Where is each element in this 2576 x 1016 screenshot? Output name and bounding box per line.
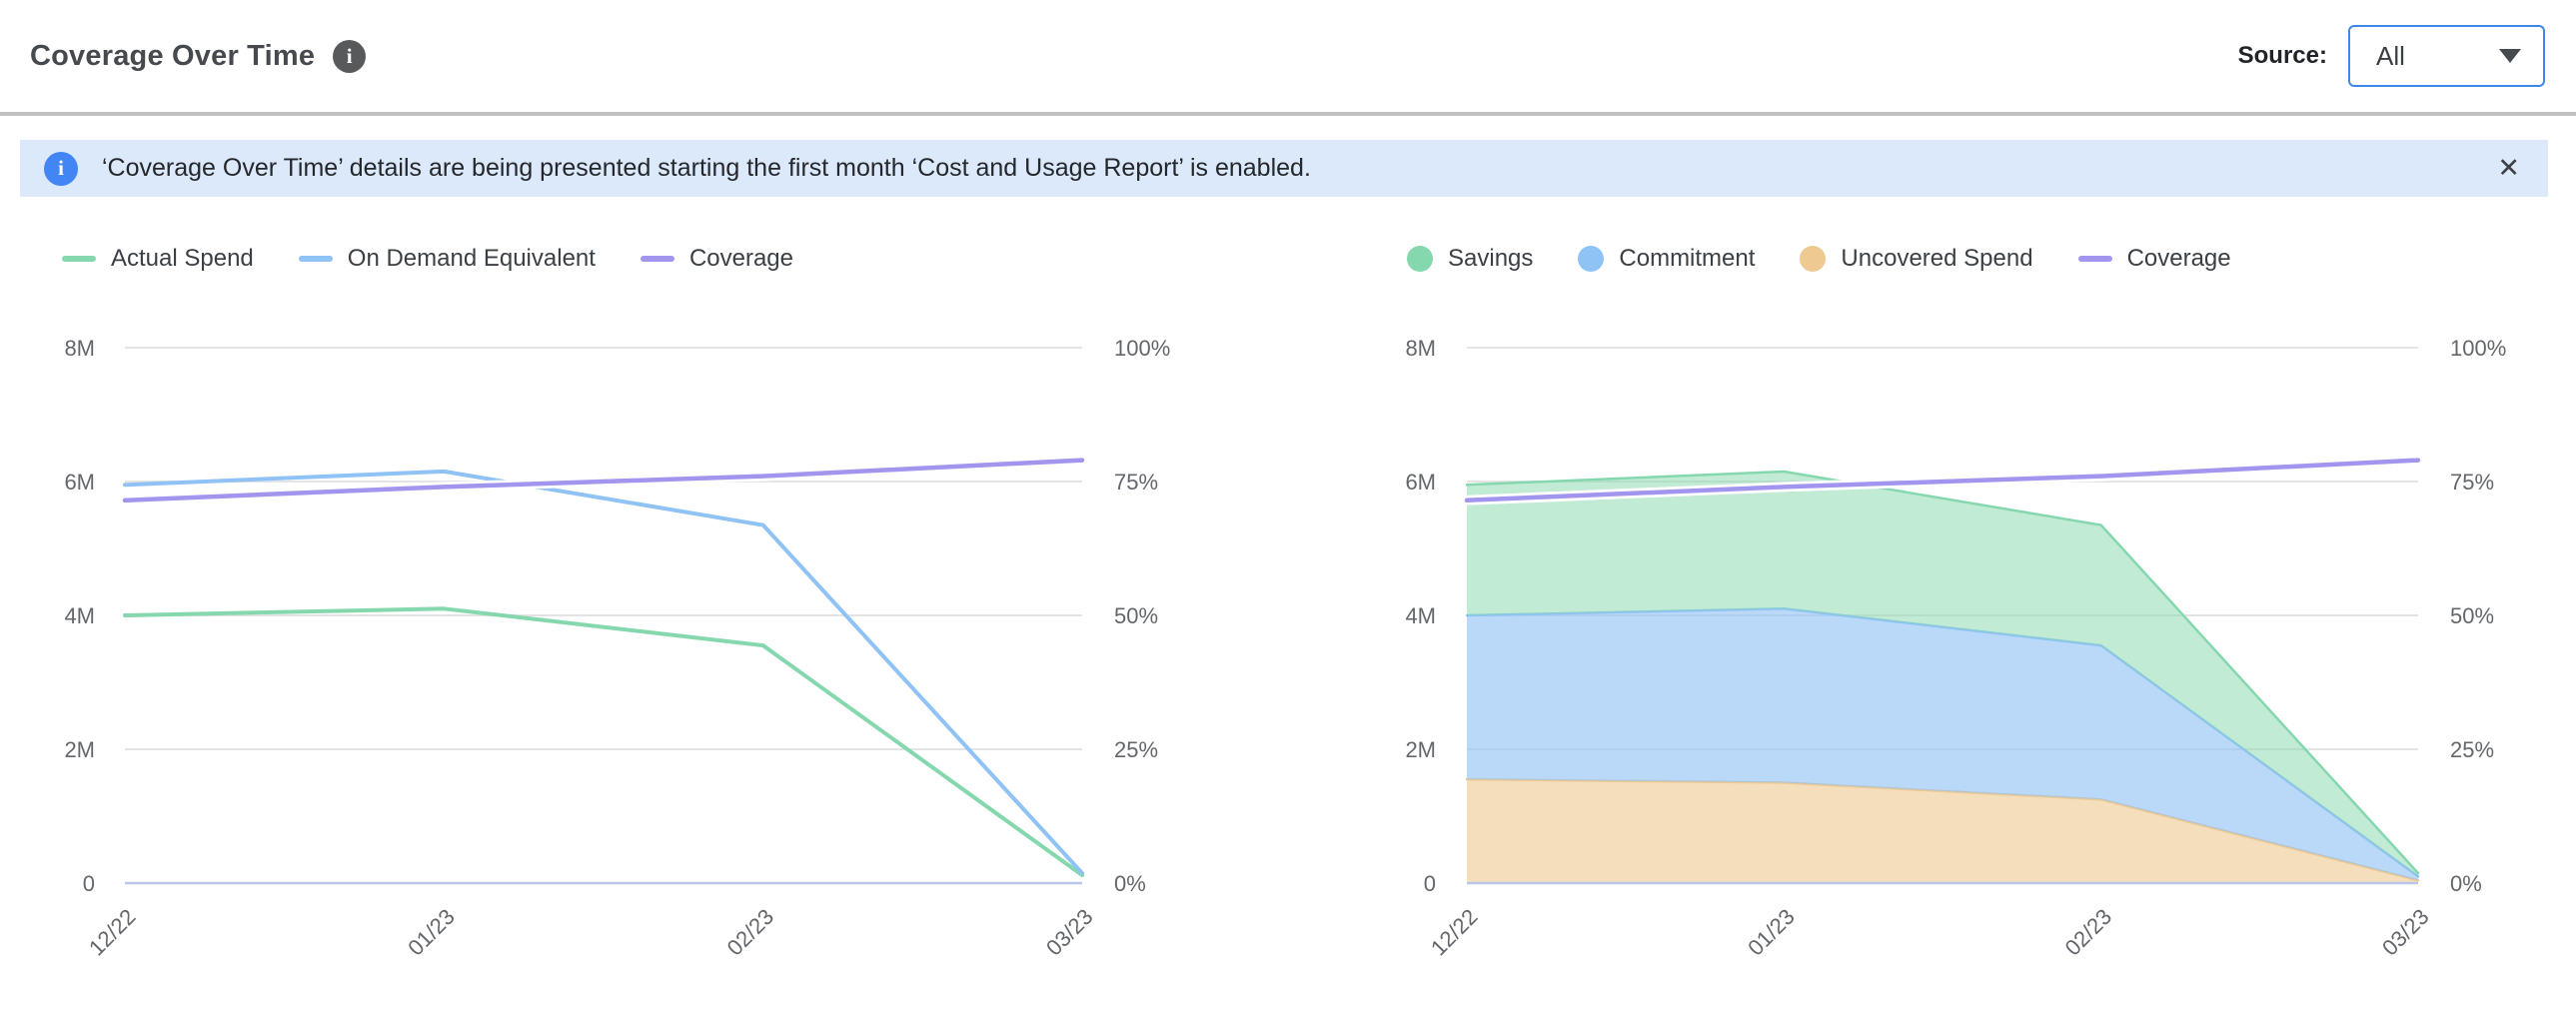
charts-row: Actual Spend On Demand Equivalent Coverage… [0,243,2576,1016]
legend-item-savings[interactable]: Savings [1407,245,1533,273]
right-chart-legend: Savings Commitment Uncovered Spend Coverage [1407,243,2576,275]
y-axis-tick-left: 6M [1405,470,1436,495]
legend-swatch-uncovered-spend [1800,246,1827,272]
y-axis-tick-right: 0% [2450,871,2482,896]
y-axis-tick-right: 100% [2450,336,2506,361]
y-axis-tick-left: 0 [1424,871,1436,896]
legend-label: On Demand Equivalent [347,245,596,272]
line-on-demand-equivalent [123,469,1084,875]
close-icon[interactable]: ✕ [2497,153,2520,183]
line-actual-spend [123,606,1084,877]
y-axis-tick-left: 2M [64,737,95,762]
legend-swatch-on-demand-equivalent [298,256,333,262]
right-chart-panel: Savings Commitment Uncovered Spend Coverage… [1332,243,2576,1016]
info-icon[interactable]: i [333,39,367,73]
legend-item-commitment[interactable]: Commitment [1578,245,1755,273]
right-chart-canvas: 0 0% 2M 25% 4M 50% 6M 75% 8M 100% 12/22 01/23 02/23 0… [1405,336,2506,961]
x-axis-tick: 12/22 [1426,904,1483,961]
y-axis-tick-right: 50% [2450,603,2494,628]
banner-info-icon-glyph: i [58,156,64,180]
line-coverage [1464,458,2421,504]
y-axis-tick-left: 0 [83,871,95,896]
y-axis-tick-right: 25% [1114,737,1158,762]
header-divider [0,112,2576,116]
y-axis-tick-right: 100% [1114,336,1170,361]
y-axis-tick-left: 2M [1405,737,1436,762]
legend-swatch-coverage [2077,256,2112,262]
left-chart-panel: Actual Spend On Demand Equivalent Coverage… [20,243,1264,1016]
area-commitment [1467,608,2418,881]
legend-swatch-actual-spend [62,256,96,262]
area-edge-savings [1465,470,2420,875]
x-axis-tick: 01/23 [403,904,460,961]
source-select[interactable]: All [2348,25,2545,87]
y-axis-tick-right: 0% [1114,871,1146,896]
y-axis-tick-left: 8M [64,336,95,361]
banner-text: ‘Coverage Over Time’ details are being p… [102,154,1311,182]
legend-item-coverage[interactable]: Coverage [2077,245,2231,273]
source-label: Source: [2237,42,2327,69]
left-chart-legend: Actual Spend On Demand Equivalent Coverage [62,243,1264,275]
chevron-down-icon [2499,49,2521,63]
legend-swatch-commitment [1578,246,1605,272]
area-uncovered-spend [1467,779,2418,883]
line-coverage [122,458,1085,504]
banner-info-icon: i [44,151,78,186]
y-axis-tick-left: 8M [1405,336,1436,361]
y-axis-tick-right: 75% [1114,470,1158,495]
legend-label: Savings [1448,245,1534,272]
y-axis-tick-right: 75% [2450,470,2494,495]
y-axis-tick-left: 4M [1405,603,1436,628]
x-axis-tick: 01/23 [1743,904,1800,961]
legend-label: Uncovered Spend [1841,245,2033,272]
legend-swatch-savings [1407,246,1433,272]
page-title: Coverage Over Time [30,39,316,72]
legend-item-on-demand-equivalent[interactable]: On Demand Equivalent [298,245,596,273]
legend-label: Actual Spend [111,245,254,272]
y-axis-tick-left: 4M [64,603,95,628]
left-chart-canvas: 0 0% 2M 25% 4M 50% 6M 75% 8M 100% 12/22 01/23 02/23 0… [64,336,1170,961]
x-axis-tick: 03/23 [1041,904,1098,961]
y-axis-tick-right: 25% [2450,737,2494,762]
x-axis-tick: 03/23 [2377,904,2434,961]
y-axis-tick-left: 6M [64,470,95,495]
legend-label: Coverage [2126,245,2231,272]
x-axis-tick: 12/22 [84,904,141,961]
info-banner: i ‘Coverage Over Time’ details are being… [20,140,2548,197]
legend-label: Commitment [1619,245,1756,272]
x-axis-tick: 02/23 [722,904,779,961]
legend-item-uncovered-spend[interactable]: Uncovered Spend [1800,245,2033,273]
legend-label: Coverage [688,245,793,272]
x-axis-tick: 02/23 [2060,904,2117,961]
legend-item-coverage[interactable]: Coverage [640,245,793,273]
info-icon-glyph: i [346,43,353,68]
y-axis-tick-right: 50% [1114,603,1158,628]
area-savings [1467,472,2418,877]
area-edge-commitment [1465,607,2420,878]
source-select-value: All [2376,40,2405,71]
header: Coverage Over Time i Source: All [0,0,2576,112]
legend-item-actual-spend[interactable]: Actual Spend [62,245,254,273]
legend-swatch-coverage [640,256,674,262]
